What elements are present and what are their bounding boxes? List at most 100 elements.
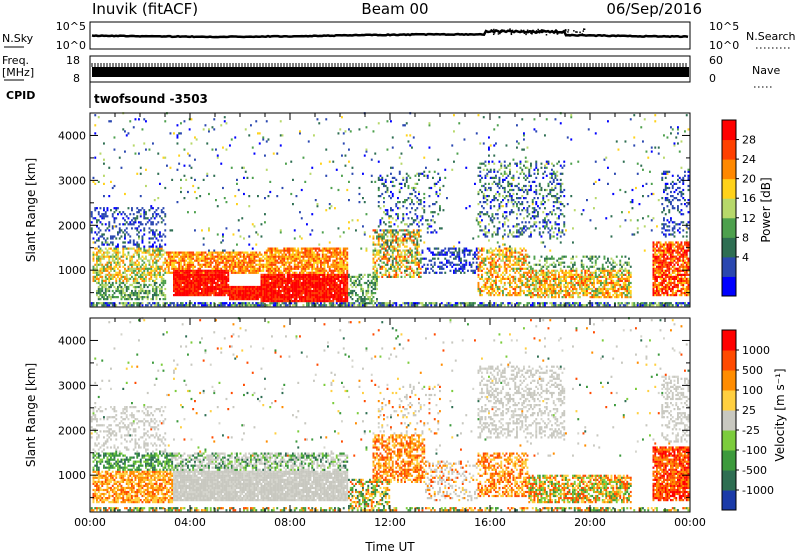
data-cell [323,279,326,282]
data-cell [267,298,270,301]
data-cell [90,304,93,307]
data-cell [379,271,382,274]
data-cell [124,130,126,133]
data-cell [183,120,186,123]
data-cell [99,263,102,266]
data-cell [199,257,202,260]
data-cell [442,263,445,266]
data-cell [398,237,401,240]
data-cell [384,255,387,258]
data-cell [211,275,214,278]
data-cell [407,233,410,236]
data-cell [148,241,151,244]
data-cell [306,277,308,280]
data-cell [397,275,399,278]
data-cell [113,302,116,305]
data-cell [265,251,268,254]
data-cell [274,281,277,285]
data-cell [454,302,457,305]
data-cell [391,241,394,244]
data-cell [313,271,315,274]
nsky-dot [510,32,513,34]
data-cell [384,302,387,305]
data-cell [197,304,200,307]
data-cell [342,263,345,266]
data-cell [220,251,223,254]
data-cell [150,217,153,220]
data-cell [300,237,303,240]
data-cell [99,229,102,232]
data-cell [104,279,107,282]
data-cell [342,265,345,268]
data-cell [220,241,223,244]
data-cell [453,245,455,248]
data-cell [103,302,105,305]
data-cell [176,136,179,139]
data-cell [218,269,221,272]
data-cell [202,259,205,262]
data-cell [477,285,480,289]
data-cell [223,265,226,268]
data-cell [405,176,408,179]
data-cell [342,269,345,272]
data-cell [276,249,279,252]
data-cell [159,257,161,260]
data-cell [94,132,97,135]
data-cell [204,124,207,127]
data-cell [183,251,186,254]
data-cell [362,292,364,295]
data-cell [260,281,263,285]
data-cell [297,255,300,258]
data-cell [297,267,300,270]
data-cell [194,273,196,276]
data-cell [180,281,182,285]
data-cell [269,300,272,303]
data-cell [148,277,151,280]
data-cell [255,292,258,295]
data-cell [342,300,345,303]
data-cell [414,253,417,256]
data-cell [400,259,403,262]
data-cell [111,235,114,238]
data-cell [106,277,109,280]
data-cell [276,152,279,155]
data-cell [377,205,380,208]
data-cell [183,273,186,276]
data-cell [278,275,280,278]
data-cell [285,304,287,307]
data-cell [157,253,160,256]
data-cell [180,277,182,280]
data-cell [323,287,326,291]
data-cell [381,239,384,242]
data-cell [342,292,345,295]
data-cell [104,281,107,285]
data-cell [225,148,228,151]
data-cell [395,239,398,242]
data-cell [386,231,389,234]
data-cell [265,263,268,266]
nsky-dot [576,31,578,33]
data-cell [136,172,139,175]
data-cell [159,247,161,250]
data-cell [197,273,200,276]
data-cell [131,257,133,260]
data-cell [304,253,307,256]
data-cell [453,271,455,274]
data-cell [458,249,461,252]
data-cell [446,259,448,262]
data-cell [444,176,447,179]
data-cell [230,285,233,289]
data-cell [213,118,216,121]
data-cell [386,259,389,262]
data-cell [101,271,104,274]
data-cell [208,227,210,230]
data-cell [325,261,328,264]
data-cell [400,265,403,268]
data-cell [115,271,118,274]
data-cell [283,269,286,272]
data-cell [152,285,154,289]
data-cell [258,285,261,289]
data-cell [339,235,342,238]
data-cell [334,269,336,272]
data-cell [94,124,97,127]
